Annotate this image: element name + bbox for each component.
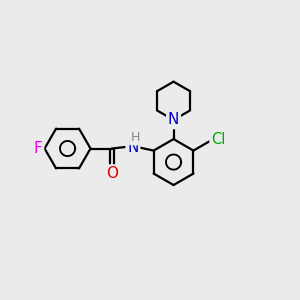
Text: N: N — [168, 112, 179, 128]
Text: N: N — [127, 140, 139, 155]
Text: Cl: Cl — [211, 132, 225, 147]
Text: F: F — [34, 141, 43, 156]
Text: H: H — [130, 131, 140, 144]
Text: O: O — [106, 166, 118, 181]
